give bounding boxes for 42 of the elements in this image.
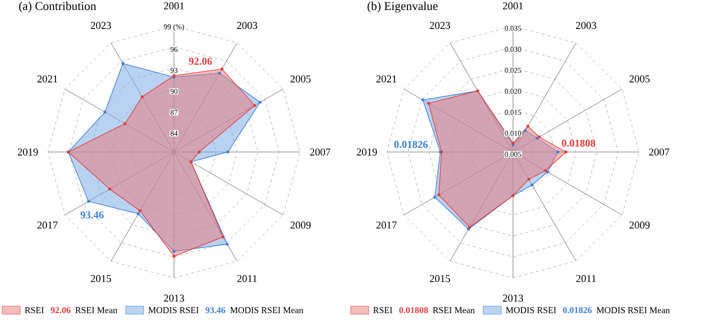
text: 92.06 xyxy=(50,307,70,314)
spoke-label: 2013 xyxy=(164,294,184,302)
spoke-label: 2007 xyxy=(310,148,330,156)
spoke-label: 2017 xyxy=(376,222,397,229)
legend-label: MODIS RSEI xyxy=(506,307,556,314)
spoke-label: 2001 xyxy=(502,2,523,10)
text: 93.46 xyxy=(206,307,226,314)
text: 0.01826 xyxy=(563,307,592,314)
text: MODIS RSEI Mean xyxy=(230,307,304,314)
spoke-label: 2017 xyxy=(37,222,58,229)
spoke-label: 2013 xyxy=(502,294,524,302)
text: RSEI Mean xyxy=(432,307,475,314)
text: 93.46 xyxy=(80,211,104,219)
spoke-label: 2011 xyxy=(237,275,257,282)
text: 92.06 xyxy=(188,58,212,65)
spoke-label: 2009 xyxy=(290,222,311,229)
legend-label: RSEI xyxy=(24,307,44,314)
legend-label: MODIS RSEI xyxy=(148,307,199,314)
spoke-label: 2005 xyxy=(630,75,650,82)
spoke-label: 2015 xyxy=(430,275,450,282)
spoke-label: 2019 xyxy=(356,148,377,156)
text: 0.01808 xyxy=(562,140,596,147)
spoke-label: 2021 xyxy=(376,75,396,82)
spoke-label: 2019 xyxy=(18,148,38,156)
spoke-label: 2005 xyxy=(290,75,311,82)
text: RSEI Mean xyxy=(75,307,118,314)
spoke-label: 2007 xyxy=(649,148,670,156)
spoke-label: 2015 xyxy=(90,275,112,282)
spoke-label: 2001 xyxy=(164,2,184,10)
spoke-label: 2023 xyxy=(430,22,450,29)
text: MODIS RSEI Mean xyxy=(596,307,670,314)
spoke-label: 2011 xyxy=(576,275,596,282)
spoke-label: 2003 xyxy=(576,22,596,29)
spoke-label: 2023 xyxy=(90,22,112,29)
chart-title: (b) Eigenvalue xyxy=(368,2,438,13)
text: 0.01826 xyxy=(394,140,428,148)
legend-label: RSEI xyxy=(373,307,392,314)
spoke-label: 2009 xyxy=(630,222,650,229)
spoke-label: 2003 xyxy=(237,22,258,29)
text: 0.01808 xyxy=(399,307,428,314)
chart-title: (a) Contribution xyxy=(19,2,96,13)
spoke-label: 2021 xyxy=(37,75,58,82)
